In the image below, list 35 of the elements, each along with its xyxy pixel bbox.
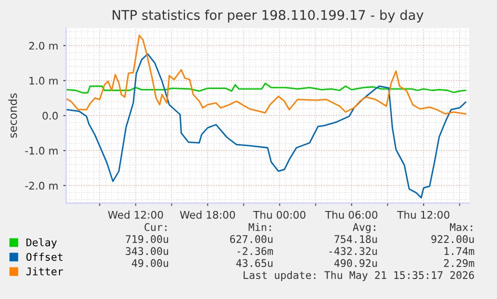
y-axis-title: seconds [8, 93, 17, 138]
legend-label: Delay [26, 238, 57, 248]
line-series [66, 53, 466, 198]
x-tick-label: Wed 12:00 [108, 210, 164, 219]
chart-title: NTP statistics for peer 198.110.199.17 - by day [112, 10, 424, 23]
x-tick-label: Wed 18:00 [180, 210, 235, 219]
text: -2.36m [238, 247, 273, 256]
x-tick-label: Thu 06:00 [325, 210, 378, 219]
legend-label: Offset [26, 252, 62, 261]
legend-label: Jitter [26, 267, 64, 276]
text: Last update: Thu May 21 15:35:17 2026 [244, 270, 474, 282]
text: 343.00u [126, 247, 168, 256]
text: 754.18u [334, 235, 377, 244]
y-tick-label: 2.0 m [29, 42, 58, 50]
text: 2.29m [444, 259, 474, 268]
text: Avg: [352, 223, 376, 234]
text: Min: [248, 222, 271, 231]
text: 922.00u [431, 235, 474, 244]
x-tick-label: Thu 12:00 [397, 210, 450, 219]
text: 43.65u [236, 259, 272, 268]
y-tick-label: 1.0 m [30, 76, 58, 85]
x-tick-label: Thu 00:00 [253, 210, 306, 219]
text: 490.92u [334, 259, 377, 268]
text: 627.00u [230, 235, 272, 244]
text: -432.32u [329, 247, 377, 256]
text: Cur: [144, 223, 166, 232]
line-series [66, 82, 466, 94]
line-series [66, 34, 466, 115]
text: Max: [450, 223, 472, 232]
text: 719.00u [126, 235, 168, 244]
text: 1.74m [444, 247, 474, 255]
y-tick-label: -1.0 m [25, 146, 58, 155]
text: 49.00u [132, 259, 168, 268]
y-tick-label: 0.0 [42, 112, 58, 120]
y-tick-label: -2.0 m [25, 182, 58, 190]
